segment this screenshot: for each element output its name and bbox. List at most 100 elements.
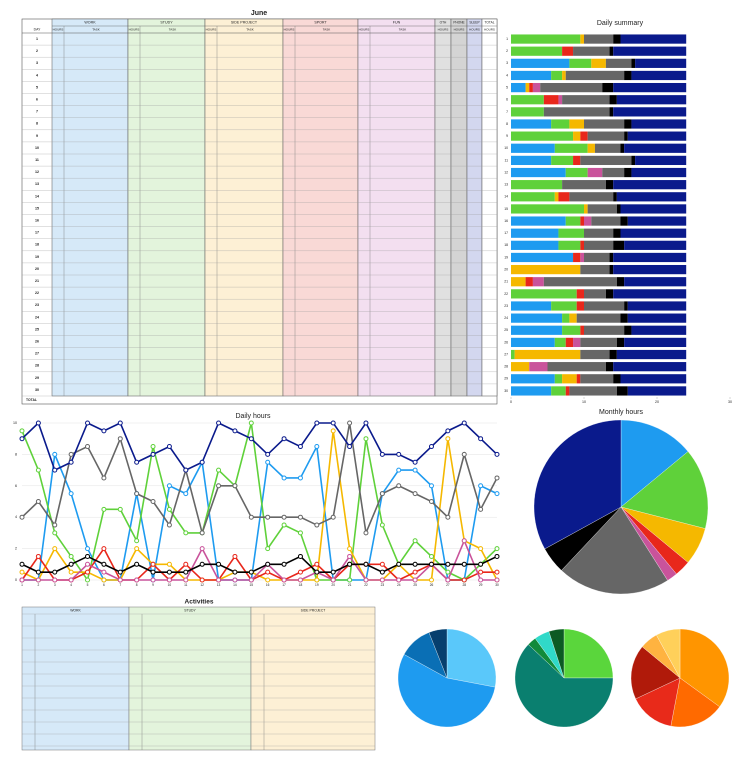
point [35,577,41,583]
point [379,569,385,575]
bar-segment [511,228,559,238]
bar-segment [511,143,555,153]
chart-title: Daily summary [597,20,644,27]
point [85,420,91,426]
bar-segment [584,325,625,335]
day-label: 27 [35,352,39,356]
sub-header: HOURS [359,27,370,31]
point [85,561,91,567]
x-tick-label: 20 [331,583,335,587]
column-header: STUDY [184,608,196,612]
point [183,530,189,536]
bar-segment [551,155,574,166]
point [494,546,500,552]
point [265,459,271,465]
bar-segment [587,204,617,214]
point [166,483,172,489]
point [428,444,434,450]
bar-segment [576,301,584,311]
bar-segment [616,349,687,360]
bar-segment [609,349,617,360]
bar-segment [511,216,566,226]
column-header: TOTAL [485,20,495,24]
bar-segment [511,131,574,141]
bar-segment [580,374,614,384]
point [35,569,41,575]
bar-segment [554,192,559,202]
point [428,577,434,583]
point [461,420,467,426]
table-title: June [251,10,267,17]
column-header: SIDE PROJECT [231,20,258,24]
point [412,561,418,567]
point [68,569,74,575]
bar-segment [558,240,581,250]
bar-segment [569,119,584,129]
x-tick-label: 30 [728,400,732,404]
bar-segment [511,301,552,311]
point [314,444,320,450]
point [150,561,156,567]
sub-header: HOURS [206,27,217,31]
bar-segment [591,216,621,226]
point [461,577,467,583]
bar-segment [602,82,614,93]
series-line [21,547,497,582]
column-header: OTH [440,20,447,24]
point [330,577,336,583]
day-label: 28 [35,364,39,368]
bar-segment [613,192,617,202]
bar-segment [613,34,621,44]
bar-segment [573,337,581,348]
column-header: STUDY [160,20,173,24]
y-tick-label: 0 [15,578,17,582]
point [117,569,123,575]
point [68,553,74,559]
point [478,506,484,512]
pie-slice [620,451,709,529]
point [85,577,91,583]
x-tick-label: 13 [217,583,221,587]
bar-segment [511,204,584,214]
point [134,561,140,567]
pie-slice [670,677,720,728]
sub-header: TASK [399,27,407,31]
point [68,459,74,465]
bar-segment [554,337,566,348]
day-label: 12 [35,170,39,174]
point [85,553,91,559]
bar-segment [558,228,584,238]
point [134,538,140,544]
bar-segment [631,155,636,166]
column-fill [204,18,284,397]
point [52,569,58,575]
point [101,428,107,434]
point [396,451,402,457]
point [478,561,484,567]
point [68,451,74,457]
y-tick-label: 15 [504,207,508,211]
point [134,459,140,465]
point [52,522,58,528]
point [478,436,484,442]
point [478,577,484,583]
bar-segment [562,46,574,56]
bar-segment [624,167,632,178]
point [347,553,353,559]
day-label: 20 [35,267,39,271]
pie-slice [397,654,496,728]
x-tick-label: 8 [136,583,138,587]
bar-segment [580,264,610,275]
point [101,546,107,552]
point [265,569,271,575]
point [166,577,172,583]
bar-segment [511,252,574,263]
bar-segment [624,301,628,311]
bar-segment [627,216,687,226]
point [19,514,25,520]
point [35,499,41,504]
pie-slice [514,644,614,728]
point [117,436,123,442]
day-label: 5 [36,85,38,89]
y-tick-label: 11 [504,158,508,162]
